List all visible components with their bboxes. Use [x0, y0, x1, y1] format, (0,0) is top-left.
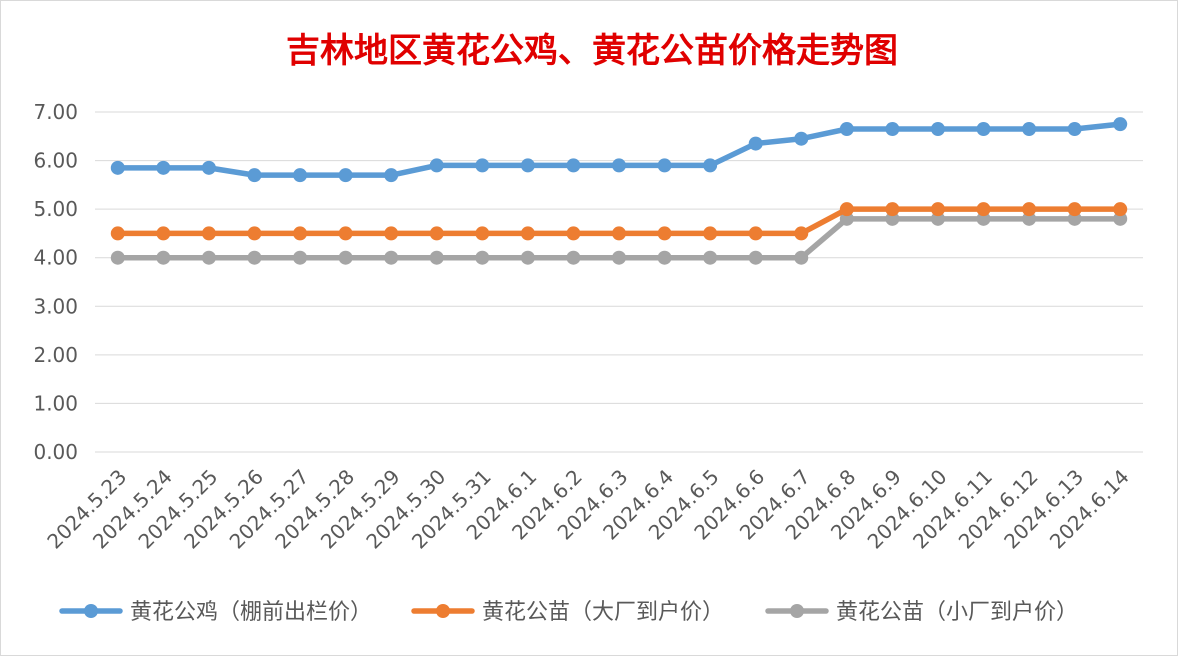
data-point [520, 250, 535, 265]
legend-label: 黄花公苗（大厂到户价） [482, 600, 724, 625]
data-point [748, 226, 763, 241]
data-point [885, 202, 900, 217]
data-point [885, 122, 900, 136]
data-point [110, 160, 125, 175]
legend: 黄花公鸡（棚前出栏价） 黄花公苗（大厂到户价） 黄花公苗（小厂到户价） [59, 600, 1078, 625]
data-point [566, 250, 581, 265]
data-point [930, 122, 945, 136]
data-point [475, 226, 490, 241]
data-point [201, 250, 216, 265]
series-3 [110, 211, 1128, 265]
data-point [293, 250, 308, 265]
data-point [976, 122, 991, 136]
series-1 [110, 117, 1128, 183]
data-point [612, 226, 626, 241]
chart-title: 吉林地区黄花公鸡、黄花公苗价格走势图 [286, 31, 898, 71]
data-point [930, 211, 945, 226]
data-point [657, 226, 672, 241]
y-tick-label: 3.00 [33, 294, 78, 318]
data-point [156, 250, 171, 265]
data-point [338, 168, 353, 183]
data-point [429, 250, 444, 265]
legend-label: 黄花公苗（小厂到户价） [836, 600, 1078, 625]
legend-item-1: 黄花公鸡（棚前出栏价） [59, 600, 372, 625]
data-point [794, 226, 809, 241]
data-point [293, 168, 308, 183]
data-point [657, 158, 672, 173]
data-point [612, 250, 626, 265]
data-point [1022, 211, 1037, 226]
data-point [566, 158, 581, 173]
data-point [657, 250, 672, 265]
data-point [156, 226, 171, 241]
data-point [885, 211, 900, 226]
y-tick-label: 7.00 [33, 100, 78, 124]
data-point [384, 168, 399, 183]
data-point [566, 226, 581, 241]
data-point [976, 211, 991, 226]
legend-label: 黄花公鸡（棚前出栏价） [130, 600, 372, 625]
data-point [839, 122, 854, 136]
data-point [1067, 122, 1082, 136]
y-tick-label: 2.00 [33, 343, 78, 367]
data-point [338, 250, 353, 265]
data-point [293, 226, 308, 241]
data-point [156, 160, 171, 175]
data-point [1067, 211, 1082, 226]
legend-swatch-marker [436, 604, 450, 618]
legend-swatch-marker [84, 604, 98, 618]
data-point [976, 202, 991, 217]
y-tick-label: 6.00 [33, 149, 78, 173]
data-point [1022, 202, 1037, 217]
data-point [429, 226, 444, 241]
data-point [429, 158, 444, 173]
data-point [520, 226, 535, 241]
data-point [475, 158, 490, 173]
legend-item-3: 黄花公苗（小厂到户价） [765, 600, 1078, 625]
data-point [612, 158, 626, 173]
series-2 [110, 202, 1128, 241]
y-tick-label: 0.00 [33, 440, 78, 464]
data-point [794, 250, 809, 265]
y-tick-label: 5.00 [33, 197, 78, 221]
legend-swatch-marker [790, 604, 804, 618]
data-point [247, 168, 262, 183]
data-point [703, 158, 718, 173]
y-axis: 0.00 1.00 2.00 3.00 4.00 5.00 6.00 7.00 [33, 100, 78, 464]
data-point [1113, 211, 1128, 226]
y-tick-label: 1.00 [33, 391, 78, 415]
data-point [1113, 202, 1128, 217]
data-point [1113, 117, 1128, 132]
data-point [748, 136, 763, 151]
data-point [338, 226, 353, 241]
y-tick-label: 4.00 [33, 246, 78, 270]
data-point [703, 250, 718, 265]
data-point [1022, 122, 1037, 136]
data-point [247, 250, 262, 265]
data-point [384, 250, 399, 265]
series-layer [110, 117, 1128, 265]
data-point [839, 211, 854, 226]
data-point [384, 226, 399, 241]
data-point [520, 158, 535, 173]
data-point [703, 226, 718, 241]
data-point [748, 250, 763, 265]
data-point [794, 131, 809, 146]
data-point [839, 202, 854, 217]
data-point [247, 226, 262, 241]
data-point [110, 250, 125, 265]
data-point [930, 202, 945, 217]
data-point [201, 160, 216, 175]
data-point [475, 250, 490, 265]
data-point [201, 226, 216, 241]
data-point [110, 226, 125, 241]
data-point [1067, 202, 1082, 217]
legend-item-2: 黄花公苗（大厂到户价） [411, 600, 724, 625]
